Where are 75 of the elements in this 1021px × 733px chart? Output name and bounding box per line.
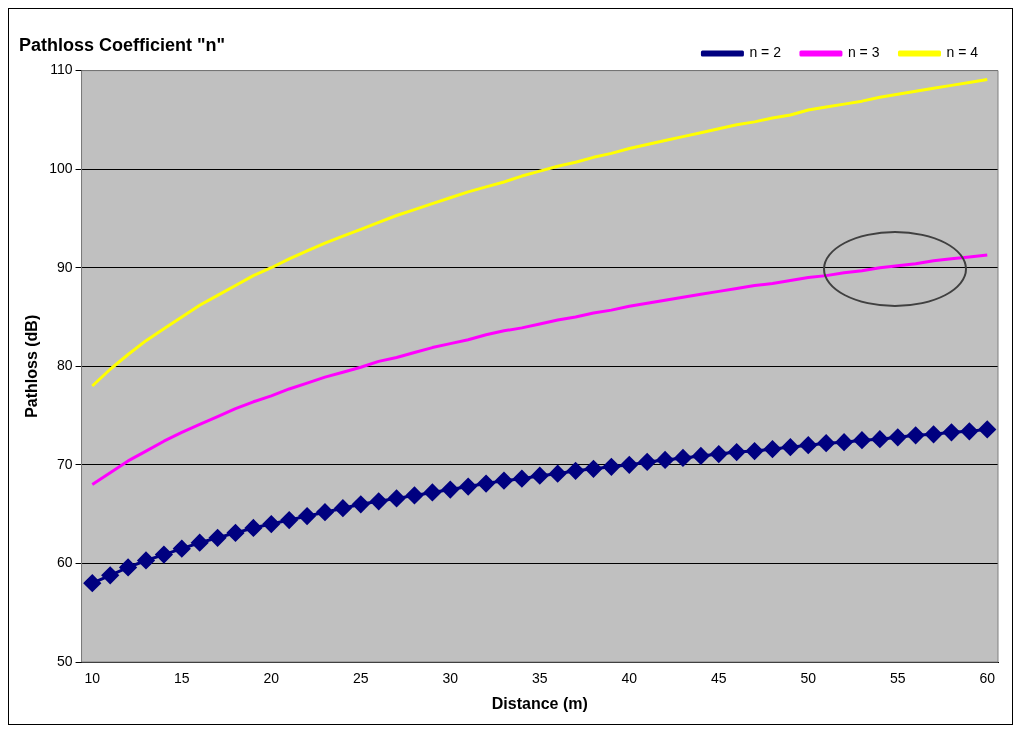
point — [226, 524, 244, 542]
point — [262, 515, 280, 533]
point — [889, 428, 907, 446]
point — [925, 425, 943, 443]
point — [567, 462, 585, 480]
x-tick-label: 35 — [531, 670, 548, 687]
point — [638, 453, 656, 471]
legend-label: n = 2 — [749, 44, 782, 61]
point — [817, 434, 835, 452]
point — [871, 430, 889, 448]
chart-title: Pathloss Coefficient "n" — [19, 34, 226, 55]
point — [101, 566, 119, 584]
point — [388, 489, 406, 507]
y-tick-label: 110 — [50, 61, 73, 78]
point — [728, 443, 746, 461]
point — [405, 486, 423, 504]
x-tick-label: 15 — [174, 670, 190, 687]
point — [656, 451, 674, 469]
x-tick-label: 10 — [84, 670, 101, 687]
x-tick-label: 30 — [442, 670, 459, 687]
point — [584, 460, 602, 478]
x-tick-label: 55 — [889, 670, 906, 687]
point — [244, 519, 262, 537]
point — [477, 475, 495, 493]
point — [781, 438, 799, 456]
point — [83, 574, 101, 592]
point — [549, 465, 567, 483]
point — [620, 456, 638, 474]
point — [495, 472, 513, 490]
point — [441, 481, 459, 499]
point — [173, 540, 191, 558]
point — [352, 495, 370, 513]
point — [746, 442, 764, 460]
point — [513, 470, 531, 488]
x-tick-label: 40 — [621, 670, 638, 687]
point — [298, 507, 316, 525]
point — [692, 447, 710, 465]
point — [942, 423, 960, 441]
y-tick-label: 70 — [56, 455, 73, 472]
point — [853, 431, 871, 449]
y-tick-label: 100 — [49, 160, 73, 177]
legend-label: n = 3 — [847, 44, 880, 61]
point — [531, 467, 549, 485]
point — [674, 449, 692, 467]
point — [799, 436, 817, 454]
point — [423, 483, 441, 501]
x-tick-label: 60 — [979, 670, 996, 687]
point — [835, 433, 853, 451]
y-tick-label: 90 — [56, 258, 73, 275]
point — [710, 445, 728, 463]
x-tick-label: 50 — [800, 670, 817, 687]
point — [763, 440, 781, 458]
y-tick-label: 50 — [56, 652, 73, 669]
point — [280, 511, 298, 529]
y-tick-label: 80 — [56, 357, 73, 374]
point — [316, 503, 334, 521]
x-tick-label: 20 — [263, 670, 280, 687]
legend-label: n = 4 — [946, 44, 979, 61]
point — [334, 499, 352, 517]
point — [209, 529, 227, 547]
point — [119, 558, 137, 576]
point — [370, 492, 388, 510]
y-axis-title: Pathloss (dB) — [23, 314, 41, 418]
point — [191, 534, 209, 552]
point — [960, 422, 978, 440]
y-tick-label: 60 — [56, 554, 73, 571]
point — [137, 551, 155, 569]
point — [602, 458, 620, 476]
point — [907, 426, 925, 444]
x-tick-label: 25 — [353, 670, 369, 687]
x-tick-label: 45 — [710, 670, 727, 687]
point — [459, 478, 477, 496]
x-axis-title: Distance (m) — [491, 694, 588, 712]
point — [978, 420, 996, 438]
point — [155, 546, 173, 564]
